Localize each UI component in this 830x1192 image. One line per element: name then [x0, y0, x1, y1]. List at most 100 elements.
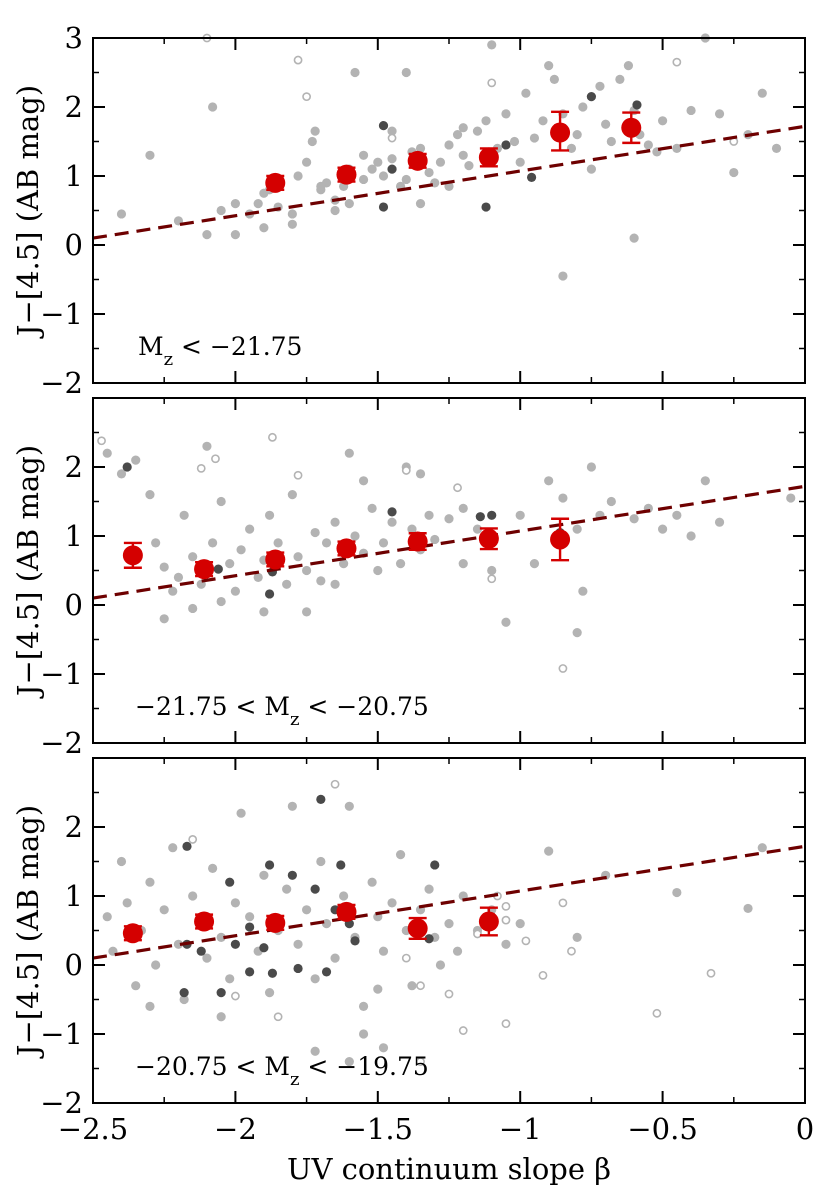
open-point [538, 970, 548, 980]
data-point [293, 939, 303, 949]
dark-point [225, 877, 235, 887]
data-point [168, 586, 178, 596]
data-point [415, 469, 426, 479]
mean-point [122, 545, 143, 566]
mean-point [336, 538, 357, 559]
dark-point [245, 967, 255, 977]
data-point [358, 476, 369, 486]
data-point [586, 462, 597, 472]
y-tick-label: −2 [40, 366, 83, 400]
y-tick-label: −1 [40, 297, 83, 331]
data-point [273, 538, 283, 548]
y-tick-label: 0 [65, 948, 83, 982]
data-point [302, 905, 312, 915]
dark-point [216, 988, 226, 998]
y-tick-labels: −2 −1 0 1 2 [40, 450, 83, 760]
data-point [330, 579, 340, 589]
mean-point [265, 549, 286, 570]
data-point [330, 953, 340, 963]
fit-line [92, 484, 806, 600]
data-point [771, 143, 782, 153]
data-point [572, 524, 582, 534]
x-tick-labels: −2.5 −2 −1.5 −1 −0.5 0 [58, 1112, 814, 1146]
fit-line [92, 844, 806, 960]
data-point [145, 877, 155, 887]
data-point [321, 538, 332, 548]
data-point [116, 856, 127, 867]
data-point [310, 126, 320, 136]
data-point [264, 510, 275, 520]
data-point [515, 157, 525, 167]
tick-marks [92, 37, 806, 384]
y-tick-label: 2 [65, 810, 83, 844]
data-point [549, 74, 559, 84]
open-point [473, 929, 482, 939]
mean-point [265, 912, 286, 933]
data-point [245, 912, 255, 922]
x-tick-label: −2 [214, 1112, 257, 1146]
open-point [706, 968, 716, 978]
data-point [686, 105, 696, 116]
data-point [344, 199, 354, 209]
open-point [196, 463, 206, 473]
y-axis-label: J−[4.5] (AB mag) [11, 85, 45, 339]
data-point [122, 898, 132, 908]
data-point [415, 199, 426, 209]
data-point [444, 514, 454, 524]
scatter-points [116, 33, 782, 281]
data-point [230, 586, 240, 596]
data-point [188, 552, 198, 562]
data-point [472, 524, 483, 534]
y-tick-label: 1 [65, 159, 83, 193]
data-point [544, 61, 554, 71]
open-point [458, 1026, 468, 1035]
dark-point [632, 100, 642, 110]
data-point [145, 1001, 155, 1012]
mean-point [194, 559, 215, 580]
data-point [401, 174, 411, 185]
data-point [623, 61, 634, 71]
data-point [236, 545, 246, 555]
y-tick-label: 2 [65, 450, 83, 484]
open-point [652, 1008, 662, 1018]
data-point [472, 126, 483, 136]
dark-point [179, 988, 189, 998]
data-point [501, 617, 511, 627]
dark-point [267, 968, 278, 978]
data-point [672, 143, 682, 153]
data-point [572, 130, 582, 140]
data-point [225, 559, 235, 569]
data-point [188, 891, 198, 901]
panel-top: −2 −1 0 1 2 3 J−[4.5] (AB mag) Mz < −21.… [11, 21, 806, 400]
data-point [208, 863, 218, 874]
data-point [131, 981, 141, 991]
open-point [501, 1019, 511, 1029]
data-point [544, 476, 554, 486]
data-point [316, 181, 326, 191]
dark-point [122, 462, 132, 472]
data-point [253, 199, 263, 209]
mean-point [478, 528, 499, 549]
open-point [487, 78, 497, 88]
binned-means [122, 517, 571, 580]
open-point [416, 1057, 425, 1066]
dark-point [213, 564, 223, 574]
data-point [159, 905, 169, 915]
data-point [344, 1057, 354, 1067]
data-point [287, 801, 297, 811]
data-point [501, 939, 511, 949]
binned-means [265, 110, 642, 193]
data-point [264, 988, 275, 998]
data-point [378, 171, 389, 181]
data-point [743, 903, 753, 914]
data-point [378, 1043, 389, 1053]
data-point [424, 510, 434, 520]
dark-point [430, 860, 440, 870]
data-point [358, 174, 369, 185]
data-point [145, 150, 155, 160]
data-point [714, 109, 725, 119]
data-point [509, 136, 520, 147]
dark-point [475, 512, 485, 522]
x-tick-label: 0 [796, 1112, 814, 1146]
